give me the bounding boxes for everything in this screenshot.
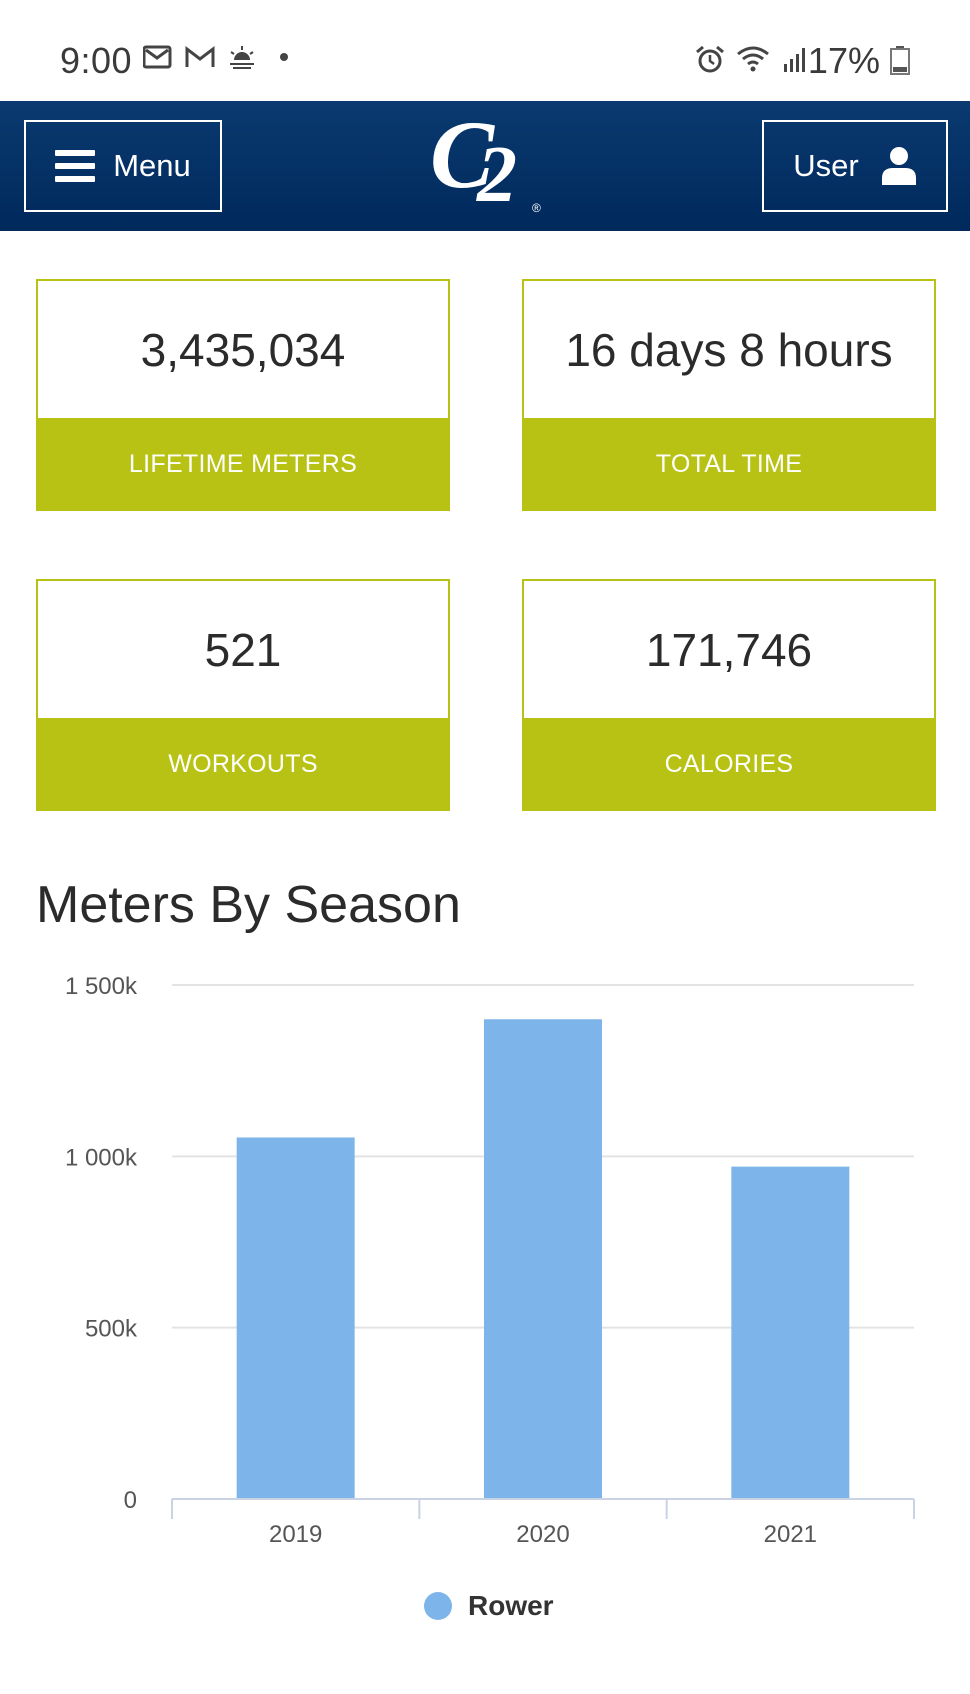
x-tick-label: 2021 — [764, 1521, 817, 1548]
stat-label: CALORIES — [522, 718, 936, 811]
legend-swatch-rower — [424, 1592, 452, 1620]
c2-logo[interactable]: C 2 ® — [425, 101, 545, 219]
gmail-icon — [185, 45, 215, 67]
y-tick-label: 500k — [85, 1316, 138, 1343]
status-bar: 9:00 — [0, 0, 970, 101]
stat-card-calories: 171,746 CALORIES — [522, 579, 936, 811]
mail-icon — [143, 45, 172, 69]
hamburger-icon — [55, 150, 96, 182]
bar-2021 — [731, 1166, 850, 1498]
bar-2019 — [236, 1137, 355, 1498]
x-tick-label: 2020 — [516, 1521, 569, 1548]
chart-title: Meters By Season — [36, 876, 461, 934]
chart-legend[interactable]: Rower — [424, 1590, 554, 1622]
y-tick-label: 1 500k — [65, 973, 138, 1000]
stat-value: 16 days 8 hours — [565, 324, 893, 376]
alarm-icon — [696, 45, 724, 73]
menu-button[interactable]: Menu — [24, 120, 222, 212]
stat-label: LIFETIME METERS — [36, 418, 450, 511]
wifi-icon — [737, 46, 769, 72]
user-label: User — [793, 148, 859, 183]
stat-card-workouts: 521 WORKOUTS — [36, 579, 450, 811]
legend-label-rower: Rower — [468, 1590, 554, 1621]
stat-label: TOTAL TIME — [522, 418, 936, 511]
status-icons-right — [694, 44, 810, 74]
y-tick-label: 1 000k — [65, 1144, 138, 1171]
bar-2020 — [484, 1019, 602, 1498]
battery-icon — [890, 46, 910, 75]
menu-label: Menu — [113, 148, 191, 183]
battery-text: 17% — [807, 40, 880, 81]
stat-label: WORKOUTS — [36, 718, 450, 811]
logo-c: C — [430, 101, 495, 208]
stat-value: 521 — [204, 624, 282, 676]
signal-icon — [784, 48, 805, 72]
stat-card-lifetime-meters: 3,435,034 LIFETIME METERS — [36, 279, 450, 511]
stat-card-total-time: 16 days 8 hours TOTAL TIME — [522, 279, 936, 511]
user-icon — [881, 147, 916, 185]
x-tick-label: 2019 — [269, 1521, 322, 1548]
status-time: 9:00 — [60, 40, 133, 81]
logo-2: 2 — [477, 131, 517, 219]
stat-value: 3,435,034 — [140, 324, 346, 376]
weather-icon — [230, 46, 254, 69]
app-header: Menu C 2 ® User — [0, 101, 970, 231]
status-icons-left — [143, 44, 299, 70]
user-button[interactable]: User — [762, 120, 948, 212]
battery-percent: 17% — [808, 40, 910, 82]
logo-registered: ® — [532, 201, 541, 215]
stat-value: 171,746 — [645, 624, 813, 676]
meters-by-season-chart: 0 500k 1 000k 1 500k 2019 2020 2021 — [65, 973, 915, 1548]
y-tick-label: 0 — [124, 1487, 137, 1514]
dot-icon — [280, 53, 288, 61]
